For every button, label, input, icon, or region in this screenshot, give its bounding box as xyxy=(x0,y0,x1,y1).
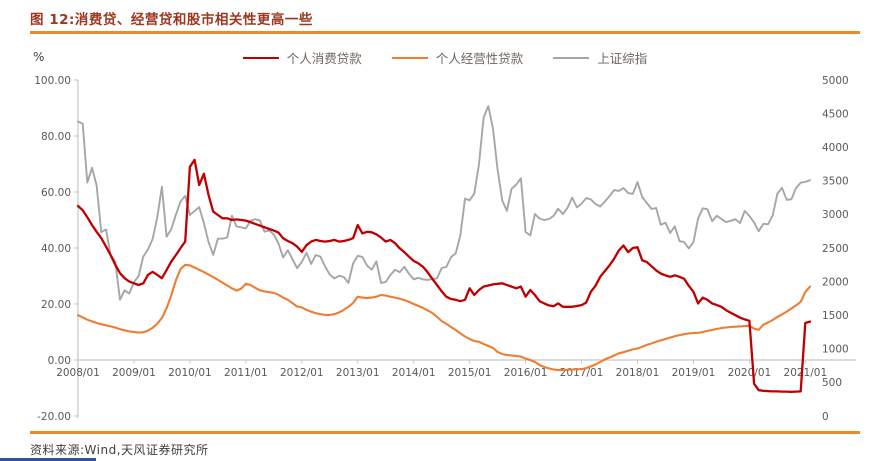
right-axis-tick-label: 5000 xyxy=(822,75,849,87)
x-axis-tick-label: 2021/01 xyxy=(784,367,828,379)
x-axis-tick-label: 2020/01 xyxy=(728,367,772,379)
left-axis-tick-label: 60.00 xyxy=(41,187,71,199)
right-axis-tick-label: 2500 xyxy=(822,243,849,255)
source-divider xyxy=(30,431,860,434)
x-axis-tick-label: 2012/01 xyxy=(280,367,324,379)
x-axis-tick-label: 2010/01 xyxy=(168,367,212,379)
right-axis-tick-label: 4000 xyxy=(822,142,849,154)
right-axis-tick-label: 2000 xyxy=(822,276,849,288)
right-axis-tick-label: 0 xyxy=(822,411,829,423)
consumer-loans-line xyxy=(76,158,812,394)
left-axis-tick-label: -20.00 xyxy=(37,411,71,423)
source-note: 资料来源:Wind,天风证券研究所 xyxy=(30,443,209,457)
legend-label-sse-index: 上证综指 xyxy=(597,51,648,66)
x-axis-tick-label: 2011/01 xyxy=(224,367,268,379)
legend-item-business-loans: 个人经营性贷款 xyxy=(391,48,524,67)
left-axis-tick-label: 0.00 xyxy=(48,355,71,367)
business-loans-line-swatch xyxy=(391,56,428,59)
x-axis-tick-label: 2016/01 xyxy=(504,367,548,379)
business-loans-line xyxy=(76,263,812,372)
right-axis-tick-label: 4500 xyxy=(822,108,849,120)
legend-item-sse-index: 上证综指 xyxy=(553,48,647,67)
x-axis-tick-label: 2015/01 xyxy=(448,367,492,379)
right-axis-tick-label: 1500 xyxy=(822,310,849,322)
right-axis-tick-label: 500 xyxy=(822,377,842,389)
left-axis-tick-label: 20.00 xyxy=(41,299,71,311)
right-axis-tick-label: 3000 xyxy=(822,209,849,221)
right-axis-tick-label: 1000 xyxy=(822,344,849,356)
legend-label-consumer-loans: 个人消费贷款 xyxy=(286,51,362,66)
x-axis-tick-label: 2009/01 xyxy=(112,367,156,379)
left-axis-unit-label: % xyxy=(33,50,45,64)
figure-title: 图 12:消费贷、经营贷和股市相关性更高一些 xyxy=(30,12,313,28)
sse-index-line-swatch xyxy=(553,56,590,59)
bottom-accent-line xyxy=(0,458,96,461)
x-axis-tick-label: 2008/01 xyxy=(56,367,100,379)
x-axis-tick-label: 2014/01 xyxy=(392,367,436,379)
legend: 个人消费贷款 个人经营性贷款 上证综指 xyxy=(0,48,890,67)
consumer-loans-line-swatch xyxy=(242,56,279,59)
left-axis-tick-label: 80.00 xyxy=(41,131,71,143)
x-axis-tick-label: 2019/01 xyxy=(672,367,716,379)
x-axis-tick-label: 2018/01 xyxy=(616,367,660,379)
x-axis-tick-label: 2013/01 xyxy=(336,367,380,379)
legend-label-business-loans: 个人经营性贷款 xyxy=(435,51,524,66)
right-axis-tick-label: 3500 xyxy=(822,176,849,188)
left-axis-tick-label: 40.00 xyxy=(41,243,71,255)
title-underline xyxy=(30,31,860,34)
sse-index-line xyxy=(77,105,811,301)
left-axis-tick-label: 100.00 xyxy=(34,75,71,87)
legend-item-consumer-loans: 个人消费贷款 xyxy=(242,48,362,67)
